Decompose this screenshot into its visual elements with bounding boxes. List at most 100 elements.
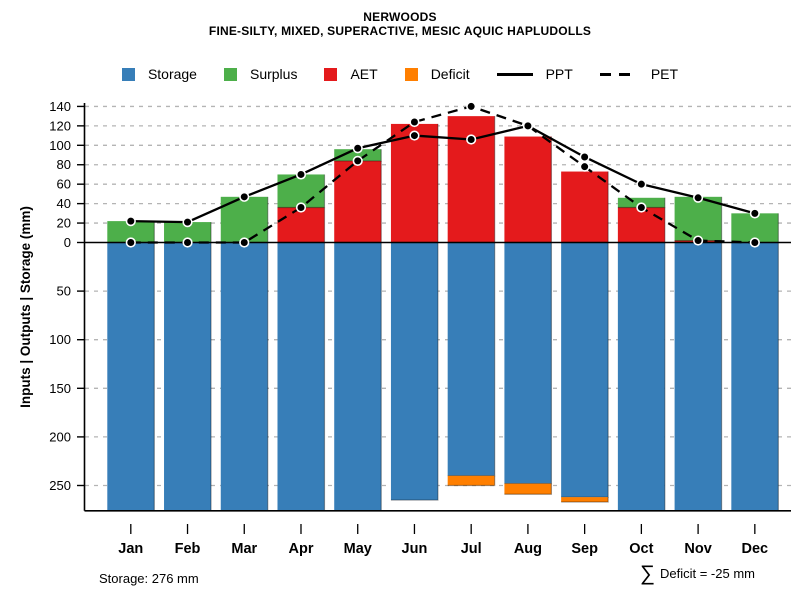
storage-bar [277, 242, 325, 511]
month-label: Sep [571, 541, 598, 557]
storage-bar [731, 242, 779, 511]
aet-bar [334, 160, 382, 243]
y-tick-label: 100 [49, 332, 71, 347]
month-label: Jun [402, 541, 428, 557]
storage-bar [561, 242, 609, 498]
surplus-bar [334, 149, 382, 161]
pet-point [692, 235, 704, 246]
y-tick-label: 0 [64, 235, 71, 250]
y-tick-label: 200 [49, 429, 71, 444]
legend-label: Surplus [249, 66, 298, 82]
legend-deficit-swatch-icon [404, 67, 418, 81]
ppt-point [352, 143, 363, 154]
aet-bar [504, 136, 552, 243]
month-label: Aug [514, 541, 542, 557]
legend-item-pet: PET [599, 66, 679, 82]
storage-bar [617, 242, 665, 511]
storage-bar [390, 242, 438, 501]
pet-line [130, 105, 755, 244]
ppt-point [466, 134, 477, 145]
legend-surplus-swatch-icon [223, 67, 237, 81]
month-label: Jul [461, 541, 482, 557]
aet-bar [561, 171, 609, 243]
aet-bar [617, 207, 665, 243]
y-tick-label: 40 [57, 196, 71, 211]
surplus-bar-edge [277, 174, 326, 209]
legend-aet-swatch-icon [324, 67, 338, 81]
pet-point [466, 101, 477, 112]
aet-bar [390, 123, 438, 243]
legend-item-deficit: Deficit [404, 66, 470, 82]
storage-bar [220, 242, 268, 511]
month-label: Dec [742, 541, 769, 557]
pet-point [352, 155, 363, 166]
surplus-bar [164, 222, 212, 243]
storage-annotation: Storage: 276 mm [99, 571, 199, 586]
legend-label: Storage [147, 66, 197, 82]
sigma-icon: ∑ [640, 562, 655, 585]
ppt-point [579, 151, 590, 163]
pet-point [295, 202, 307, 213]
pet-point [182, 237, 193, 248]
deficit-bar [504, 483, 552, 495]
y-tick-label: 250 [49, 478, 71, 493]
ppt-point [409, 130, 420, 141]
deficit-annotation: ∑ Deficit = -25 mm [640, 563, 755, 584]
surplus-bar-edge [334, 149, 382, 162]
legend-label: PPT [545, 66, 573, 82]
month-label: Oct [629, 541, 653, 557]
deficit-bar [447, 475, 495, 486]
month-label: Nov [684, 541, 711, 557]
y-tick-label: 50 [57, 284, 71, 299]
ppt-point [749, 208, 760, 219]
deficit-bar [561, 497, 609, 503]
legend-item-ppt: PPT [496, 66, 573, 82]
ppt-point [239, 191, 250, 202]
pet-point [409, 116, 420, 128]
surplus-bar [674, 196, 722, 241]
y-tick-label: 120 [49, 118, 71, 133]
legend-storage-swatch-icon [121, 67, 135, 81]
legend-ppt-swatch-icon [496, 72, 533, 76]
storage-bar-edge [390, 242, 439, 501]
month-label: Feb [175, 541, 201, 557]
pet-point [125, 237, 136, 248]
y-tick-label: 60 [57, 177, 71, 192]
y-tick-label: 100 [49, 138, 71, 153]
y-tick-label: 140 [49, 99, 71, 114]
storage-bar [164, 242, 212, 511]
ppt-point [182, 216, 193, 228]
month-label: Mar [231, 541, 257, 557]
y-axis-title: Inputs | Outputs | Storage (mm) [18, 206, 33, 408]
pet-point [749, 237, 760, 248]
legend-item-storage: Storage [121, 66, 197, 82]
ppt-line [130, 124, 756, 224]
legend-label: Deficit [430, 66, 470, 82]
legend-label: AET [350, 66, 378, 82]
legend-label: PET [650, 66, 679, 82]
deficit-bar-edge [561, 497, 609, 503]
y-tick-label: 20 [57, 216, 71, 231]
month-label: May [344, 541, 372, 557]
legend-item-aet: AET [324, 66, 378, 82]
ppt-point [636, 179, 647, 190]
pet-point [636, 202, 647, 213]
storage-bar [107, 242, 155, 511]
deficit-annotation-text: Deficit = -25 mm [659, 566, 755, 581]
surplus-bar-edge [617, 197, 666, 209]
y-tick-label: 80 [57, 157, 71, 172]
storage-bar [674, 242, 722, 511]
month-label: Apr [288, 541, 313, 557]
ppt-point [295, 169, 307, 180]
aet-bar [277, 207, 325, 243]
month-label: Jan [118, 541, 143, 557]
legend-item-surplus: Surplus [223, 66, 298, 82]
chart-legend: Storage Surplus AET Deficit PPT PET [0, 66, 800, 82]
deficit-bar-edge [504, 483, 553, 495]
chart-subtitle: FINE-SILTY, MIXED, SUPERACTIVE, MESIC AQ… [208, 24, 592, 38]
storage-bar [447, 242, 495, 476]
ppt-point [522, 120, 534, 131]
ppt-point [125, 216, 136, 227]
